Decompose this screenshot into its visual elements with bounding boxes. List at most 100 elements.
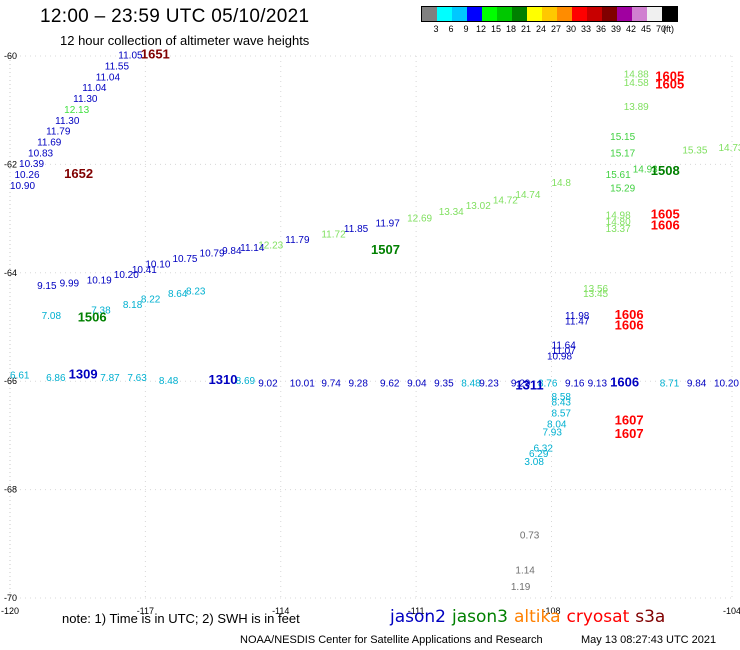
wave-height-value: 8.71 — [660, 379, 680, 390]
color-scale-label: 3 — [433, 24, 439, 34]
wave-height-value: 8.58 — [552, 392, 572, 403]
wave-height-value: 15.29 — [610, 184, 635, 195]
color-scale-label: 70 — [655, 24, 667, 34]
pass-time-label: 1606 — [615, 307, 644, 322]
wave-height-value: 9.84 — [687, 379, 707, 390]
wave-height-value: 11.30 — [73, 94, 98, 105]
generation-timestamp: May 13 08:27:43 UTC 2021 — [581, 634, 717, 646]
color-scale-swatch — [617, 7, 632, 21]
color-scale-swatch — [632, 7, 647, 21]
wave-height-value: 11.64 — [552, 341, 577, 352]
wave-height-value: 10.39 — [19, 159, 44, 170]
satellite-legend: jason2 jason3 altika cryosat s3a — [390, 607, 671, 627]
color-scale-label: 30 — [565, 24, 577, 34]
wave-height-value: 11.47 — [565, 316, 590, 327]
wave-height-value: 8.69 — [236, 376, 256, 387]
wave-height-value: 14.74 — [515, 190, 540, 201]
pass-time-label: 1508 — [651, 163, 680, 178]
wave-height-value: 9.74 — [321, 379, 341, 390]
wave-height-value: 9.28 — [348, 379, 368, 390]
legend-jason3: jason3 — [452, 607, 508, 627]
wave-height-value: 14.8 — [552, 178, 572, 189]
wave-height-value: 11.72 — [321, 230, 346, 241]
wave-height-value: 8.57 — [552, 408, 572, 419]
pass-time-label: 1606 — [651, 217, 680, 232]
wave-height-value: 11.85 — [344, 224, 369, 235]
longitude-label: -108 — [542, 606, 560, 616]
wave-height-value: 11.07 — [552, 346, 577, 357]
latitude-label: -64 — [4, 268, 17, 278]
color-scale-swatch — [557, 7, 572, 21]
wave-height-value: 11.30 — [55, 116, 80, 127]
color-scale-swatch — [527, 7, 542, 21]
color-scale-swatch — [497, 7, 512, 21]
wave-height-value: 9.04 — [407, 379, 427, 390]
latitude-label: -68 — [4, 485, 17, 495]
wave-height-value: 14.58 — [624, 78, 649, 89]
longitude-label: -117 — [137, 606, 154, 616]
color-scale-label: 24 — [535, 24, 547, 34]
wave-height-value: 13.02 — [466, 201, 491, 212]
wave-height-value: 13.37 — [606, 224, 631, 235]
wave-height-value: 1.19 — [511, 582, 531, 593]
color-scale-swatch — [422, 7, 437, 21]
wave-height-value: 12.23 — [258, 240, 283, 251]
wave-height-value: 10.41 — [132, 265, 157, 276]
wave-height-value: 10.20 — [114, 270, 139, 281]
color-scale-swatch — [467, 7, 482, 21]
credit-line: NOAA/NESDIS Center for Satellite Applica… — [240, 634, 543, 646]
legend-s3a: s3a — [635, 607, 666, 627]
wave-height-value: 13.45 — [583, 289, 608, 300]
color-scale-swatch — [512, 7, 527, 21]
longitude-label: -120 — [1, 606, 19, 616]
wave-height-value: 10.10 — [145, 259, 170, 270]
wave-height-value: 8.04 — [547, 419, 567, 430]
color-scale-swatch — [482, 7, 497, 21]
wave-height-value: 10.98 — [547, 352, 572, 363]
wave-height-value: 10.26 — [15, 170, 40, 181]
color-scale-swatch — [602, 7, 617, 21]
color-scale-label: 9 — [463, 24, 469, 34]
color-scale-label: 33 — [580, 24, 592, 34]
wave-height-value: 15.35 — [682, 146, 707, 157]
wave-height-value: 11.55 — [105, 62, 130, 73]
pass-time-label: 1605 — [655, 68, 684, 83]
color-scale-label: 39 — [610, 24, 622, 34]
wave-height-value: 7.38 — [91, 305, 111, 316]
wave-height-value: 8.48 — [159, 376, 179, 387]
wave-height-value: 0.73 — [520, 530, 540, 541]
color-scale-label: 45 — [640, 24, 652, 34]
wave-height-value: 8.18 — [123, 300, 143, 311]
wave-height-value: 13.34 — [439, 207, 464, 218]
wave-height-value: 8.48 — [461, 379, 481, 390]
longitude-label: -111 — [408, 606, 425, 616]
pass-time-label: 1606 — [615, 318, 644, 333]
color-scale-bar — [421, 6, 678, 22]
wave-height-value: 7.63 — [127, 373, 147, 384]
wave-height-value: 15.61 — [606, 170, 631, 181]
color-scale-swatch — [437, 7, 452, 21]
color-scale-swatch — [572, 7, 587, 21]
wave-height-value: 6.61 — [10, 370, 30, 381]
wave-height-value: 8.43 — [552, 398, 572, 409]
wave-height-value: 9.29 — [511, 379, 531, 390]
page-title: 12:00 – 23:59 UTC 05/10/2021 — [40, 6, 310, 27]
pass-time-label: 1311 — [515, 377, 543, 392]
page-subtitle: 12 hour collection of altimeter wave hei… — [60, 33, 310, 48]
wave-height-value: 11.14 — [240, 243, 265, 254]
wave-height-value: 7.93 — [542, 427, 562, 438]
wave-height-value: 14.98 — [606, 211, 631, 222]
pass-time-label: 1651 — [141, 47, 170, 62]
latitude-label: -60 — [4, 51, 17, 61]
wave-height-value: 14.72 — [493, 195, 518, 206]
color-scale-label: 27 — [550, 24, 562, 34]
pass-time-label: 1607 — [615, 413, 644, 428]
wave-height-value: 7.87 — [100, 373, 120, 384]
wave-height-value: 11.04 — [82, 83, 107, 94]
legend-altika: altika — [514, 607, 561, 627]
pass-time-label: 1310 — [209, 372, 238, 387]
wave-height-value: 9.62 — [380, 379, 400, 390]
footer-note: note: 1) Time is in UTC; 2) SWH is in fe… — [62, 611, 300, 626]
wave-height-value: 10.01 — [290, 379, 315, 390]
